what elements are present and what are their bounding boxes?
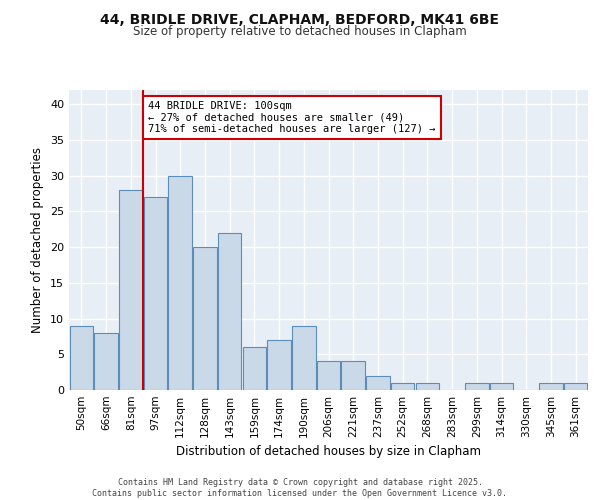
Bar (366, 376, 389, 390)
Bar (218, 233, 241, 390)
Text: Contains HM Land Registry data © Crown copyright and database right 2025.
Contai: Contains HM Land Registry data © Crown c… (92, 478, 508, 498)
Bar (193, 247, 217, 390)
X-axis label: Distribution of detached houses by size in Clapham: Distribution of detached houses by size … (176, 446, 481, 458)
Text: 44, BRIDLE DRIVE, CLAPHAM, BEDFORD, MK41 6BE: 44, BRIDLE DRIVE, CLAPHAM, BEDFORD, MK41… (101, 13, 499, 27)
Text: 44 BRIDLE DRIVE: 100sqm
← 27% of detached houses are smaller (49)
71% of semi-de: 44 BRIDLE DRIVE: 100sqm ← 27% of detache… (148, 100, 436, 134)
Bar (564, 383, 587, 390)
Y-axis label: Number of detached properties: Number of detached properties (31, 147, 44, 333)
Bar (317, 362, 340, 390)
Bar (292, 326, 316, 390)
Bar (144, 197, 167, 390)
Bar (242, 347, 266, 390)
Bar (94, 333, 118, 390)
Bar (119, 190, 143, 390)
Bar (490, 383, 513, 390)
Text: Size of property relative to detached houses in Clapham: Size of property relative to detached ho… (133, 24, 467, 38)
Bar (465, 383, 488, 390)
Bar (341, 362, 365, 390)
Bar (539, 383, 563, 390)
Bar (268, 340, 291, 390)
Bar (416, 383, 439, 390)
Bar (391, 383, 415, 390)
Bar (70, 326, 93, 390)
Bar (169, 176, 192, 390)
